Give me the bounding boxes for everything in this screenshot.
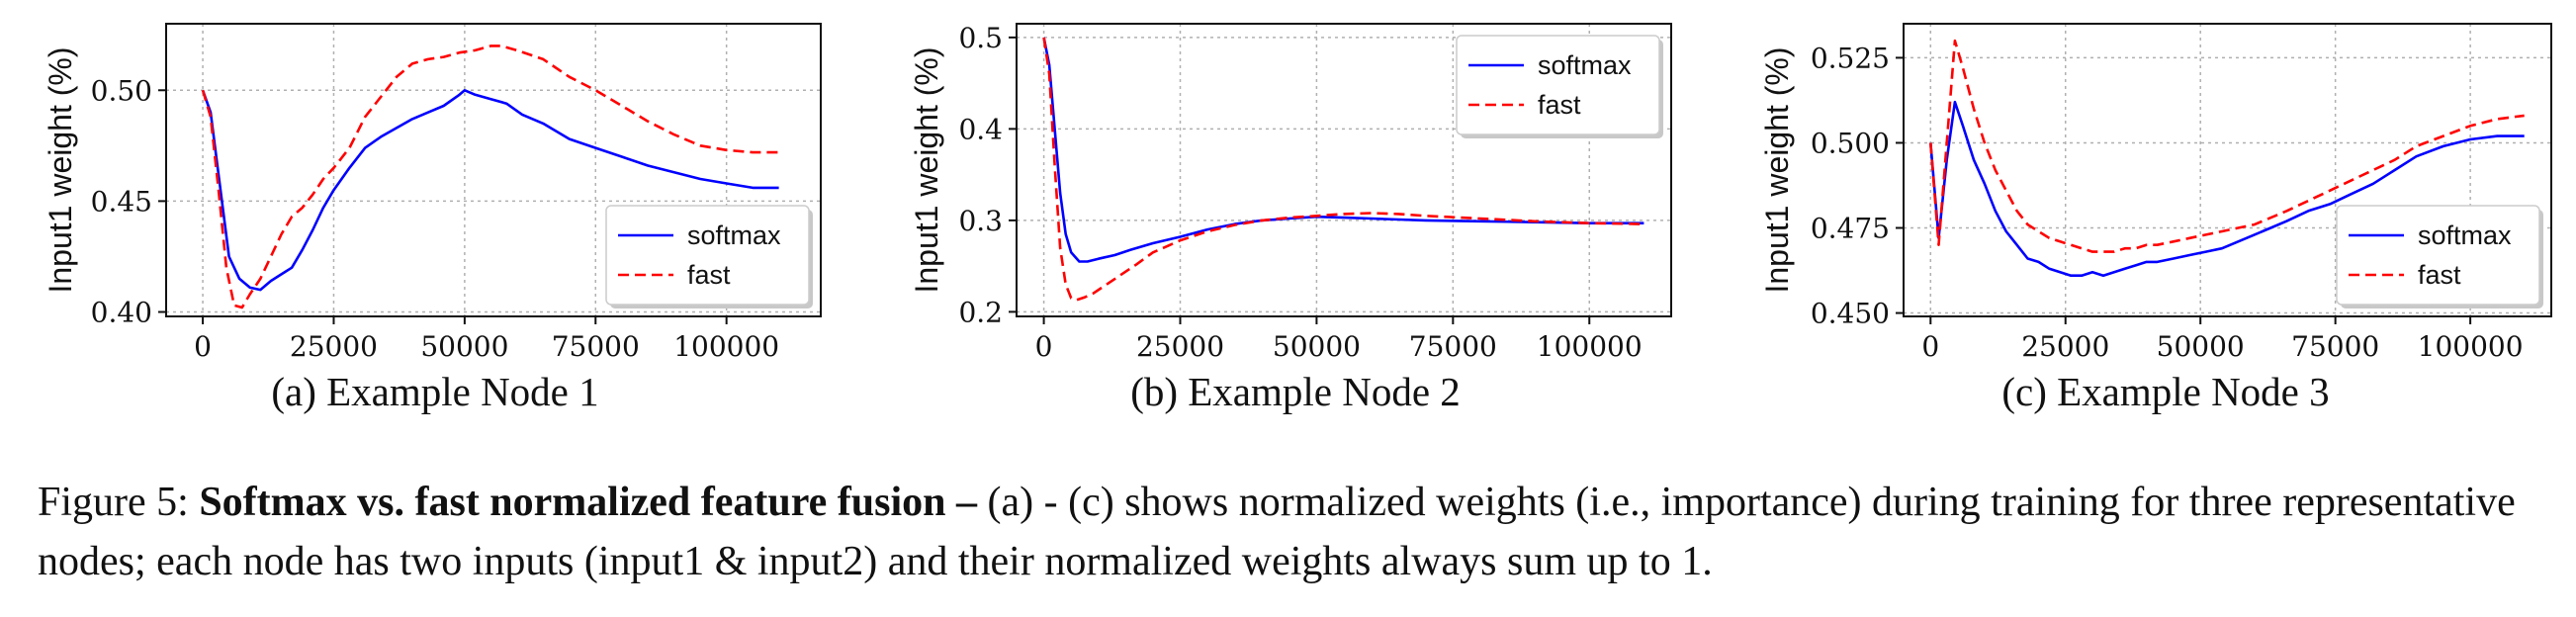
caption-prefix: Figure 5: — [38, 480, 200, 525]
legend: softmax fast — [1456, 35, 1663, 138]
plot-frame — [1903, 23, 2552, 317]
chart-c: 0 25000 50000 75000 100000 0.450 0.475 0.500 0.5… — [1759, 23, 2552, 363]
y-tick-label: 0.525 — [1811, 42, 1890, 74]
x-tick-label: 0 — [194, 330, 212, 363]
x-tick-label: 100000 — [1537, 330, 1643, 363]
figure-caption: Figure 5: Softmax vs. fast normalized fe… — [38, 473, 2549, 591]
y-tick-label: 0.5 — [958, 22, 1003, 54]
y-tick-label: 0.450 — [1811, 298, 1890, 330]
series-line-softmax — [1929, 100, 2525, 278]
plot-frame — [165, 23, 822, 317]
subcaption-c: (c) Example Node 3 — [2001, 369, 2330, 414]
y-axis-label: Input1 weight (%) — [909, 46, 944, 293]
legend-label-softmax: softmax — [2418, 220, 2512, 250]
legend-box — [2336, 205, 2540, 306]
series-line-softmax — [201, 89, 779, 292]
legend: softmax fast — [605, 205, 813, 308]
y-tick-label: 0.40 — [91, 297, 152, 329]
y-tick-label: 0.50 — [91, 74, 152, 107]
x-tick-label: 0 — [1035, 330, 1053, 363]
series-line-fast — [201, 44, 779, 309]
y-tick-label: 0.500 — [1811, 127, 1890, 159]
y-axis-label: Input1 weight (%) — [1759, 46, 1795, 293]
legend-label-fast: fast — [1538, 90, 1581, 120]
y-tick-label: 0.3 — [958, 205, 1003, 237]
legend-box — [605, 205, 810, 306]
legend-label-fast: fast — [687, 260, 731, 290]
caption-rest: (a) - (c) shows normalized weights (i.e.… — [38, 480, 2516, 584]
x-tick-label: 0 — [1921, 330, 1939, 363]
legend-box — [1456, 35, 1660, 135]
y-tick-label: 0.475 — [1811, 213, 1890, 245]
x-tick-label: 25000 — [290, 330, 378, 363]
y-axis-label: Input1 weight (%) — [43, 46, 78, 293]
x-tick-label: 75000 — [552, 330, 640, 363]
legend-label-softmax: softmax — [1538, 50, 1632, 80]
y-tick-label: 0.45 — [91, 185, 152, 218]
chart-b: 0 25000 50000 75000 100000 0.2 0.3 0.4 0.5 Input1… — [909, 22, 1672, 363]
x-tick-label: 100000 — [673, 330, 779, 363]
x-tick-label: 75000 — [1409, 330, 1497, 363]
legend-label-softmax: softmax — [687, 220, 781, 250]
x-tick-label: 50000 — [420, 330, 508, 363]
y-tick-label: 0.2 — [958, 296, 1003, 328]
legend: softmax fast — [2336, 205, 2543, 308]
x-tick-label: 50000 — [1273, 330, 1361, 363]
x-tick-label: 25000 — [2021, 330, 2109, 363]
legend-label-fast: fast — [2418, 260, 2461, 290]
subcaption-b: (b) Example Node 2 — [1130, 369, 1461, 414]
x-tick-label: 25000 — [1136, 330, 1224, 363]
y-tick-label: 0.4 — [958, 113, 1003, 145]
plot-frame — [1016, 23, 1672, 317]
x-tick-label: 100000 — [2418, 330, 2524, 363]
series-line-softmax — [1042, 37, 1644, 263]
subcaption-a: (a) Example Node 1 — [271, 369, 599, 414]
x-tick-label: 50000 — [2157, 330, 2245, 363]
chart-a: 0 25000 50000 75000 100000 0.40 0.45 0.50 Input1… — [43, 23, 822, 363]
series-line-fast — [1042, 37, 1644, 302]
x-tick-label: 75000 — [2291, 330, 2379, 363]
caption-bold: Softmax vs. fast normalized feature fusi… — [199, 480, 977, 525]
